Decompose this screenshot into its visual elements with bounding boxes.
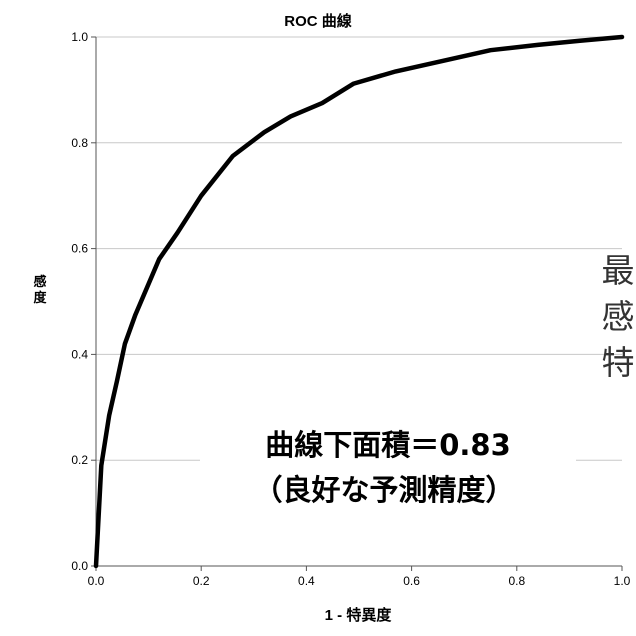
y-axis-ticks: 0.0 0.2 0.4 0.6 0.8 1.0 <box>71 30 96 573</box>
side-text-3: 特 <box>602 343 635 382</box>
x-tick-label: 0.2 <box>193 574 210 588</box>
y-tick-label: 0.4 <box>71 347 88 361</box>
auc-quality-annotation: （良好な予測精度） <box>253 473 514 507</box>
x-tick-label: 0.0 <box>88 574 105 588</box>
y-axis-label-char-1: 感 <box>33 274 46 290</box>
y-axis-label-char-2: 度 <box>33 290 47 306</box>
x-axis-ticks: 0.0 0.2 0.4 0.6 0.8 1.0 <box>88 566 631 588</box>
annotation-box <box>200 420 576 520</box>
x-tick-label: 0.8 <box>508 574 525 588</box>
x-axis-label: 1 - 特異度 <box>325 606 393 624</box>
y-tick-label: 1.0 <box>71 30 88 44</box>
axes <box>95 37 622 567</box>
side-text-2: 感 <box>602 297 635 336</box>
x-tick-label: 1.0 <box>614 574 631 588</box>
auc-annotation: 曲線下面積＝0.83 <box>265 428 511 462</box>
x-tick-label: 0.6 <box>403 574 420 588</box>
y-tick-label: 0.8 <box>71 136 88 150</box>
grid-lines <box>96 36 622 461</box>
y-tick-label: 0.0 <box>71 559 88 573</box>
chart-title: ROC 曲線 <box>284 12 352 30</box>
y-tick-label: 0.6 <box>71 242 88 256</box>
y-tick-label: 0.2 <box>71 453 88 467</box>
roc-curve <box>93 34 625 569</box>
x-tick-label: 0.4 <box>298 574 315 588</box>
side-text-1: 最 <box>602 251 635 290</box>
